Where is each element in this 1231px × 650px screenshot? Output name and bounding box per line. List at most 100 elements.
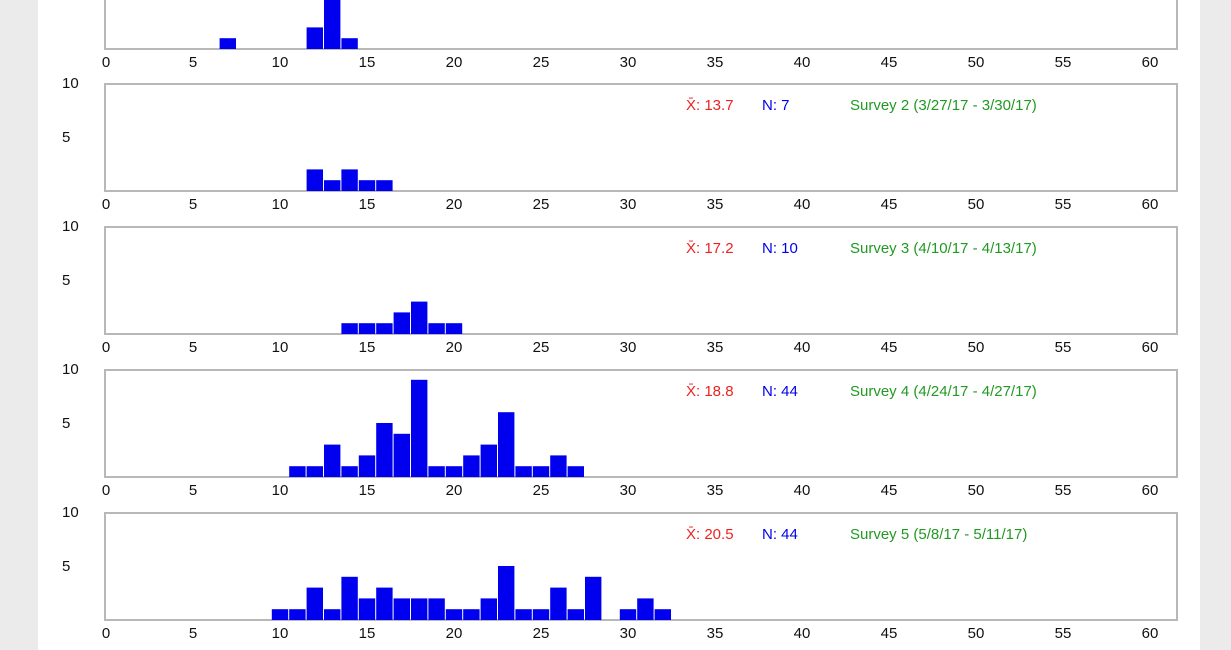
histogram-bar (306, 27, 323, 49)
x-tick-label: 10 (272, 339, 289, 356)
x-tick-label: 55 (1055, 196, 1072, 213)
histogram-bar (411, 379, 428, 477)
x-tick-label: 15 (359, 625, 376, 642)
x-tick-label: 50 (968, 339, 985, 356)
x-tick-label: 0 (102, 196, 110, 213)
mean-label: X̄: 13.7 (686, 97, 734, 114)
y-tick-label: 5 (62, 129, 70, 146)
histogram-bar (324, 609, 341, 620)
x-tick-label: 35 (707, 54, 724, 71)
histogram-bar (376, 587, 393, 620)
x-tick-label: 15 (359, 482, 376, 499)
x-tick-label: 30 (620, 54, 637, 71)
x-tick-label: 60 (1142, 196, 1159, 213)
histogram-bar (306, 169, 323, 191)
x-tick-label: 0 (102, 625, 110, 642)
x-tick-label: 25 (533, 196, 550, 213)
n-label: N: 10 (762, 240, 798, 257)
x-tick-label: 45 (881, 482, 898, 499)
x-tick-label: 35 (707, 196, 724, 213)
survey-label: Survey 4 (4/24/17 - 4/27/17) (850, 383, 1037, 400)
x-tick-label: 20 (446, 54, 463, 71)
x-tick-label: 40 (794, 54, 811, 71)
x-tick-label: 40 (794, 339, 811, 356)
panel-frame (104, 83, 1178, 192)
histogram-bar (358, 180, 376, 191)
histogram-bar (341, 38, 358, 49)
x-tick-label: 55 (1055, 54, 1072, 71)
x-tick-label: 30 (620, 625, 637, 642)
x-tick-label: 0 (102, 339, 110, 356)
x-tick-label: 45 (881, 54, 898, 71)
x-tick-label: 20 (446, 625, 463, 642)
x-tick-label: 0 (102, 482, 110, 499)
histogram-bar (585, 576, 602, 620)
histogram-bar (341, 323, 358, 334)
x-tick-label: 40 (794, 196, 811, 213)
x-tick-label: 35 (707, 625, 724, 642)
x-tick-label: 20 (446, 339, 463, 356)
n-label: N: 44 (762, 526, 798, 543)
x-tick-label: 20 (446, 196, 463, 213)
histogram-bar (376, 323, 393, 334)
histogram-bar (393, 312, 410, 334)
x-tick-label: 30 (620, 196, 637, 213)
histogram-bar (532, 466, 550, 477)
x-tick-label: 50 (968, 482, 985, 499)
histogram-bar (550, 587, 567, 620)
histogram-bar (324, 444, 341, 477)
mean-label: X̄: 17.2 (686, 240, 734, 257)
x-tick-label: 25 (533, 625, 550, 642)
histogram-bar (445, 609, 463, 620)
n-label: N: 44 (762, 383, 798, 400)
x-tick-label: 60 (1142, 625, 1159, 642)
histogram-bar (515, 609, 532, 620)
histogram-bar (324, 0, 341, 49)
histogram-bar (532, 609, 550, 620)
y-tick-label: 5 (62, 272, 70, 289)
x-tick-label: 55 (1055, 339, 1072, 356)
x-tick-label: 5 (189, 482, 197, 499)
y-tick-label: 10 (62, 504, 79, 521)
x-tick-label: 10 (272, 54, 289, 71)
x-tick-label: 45 (881, 196, 898, 213)
x-tick-label: 5 (189, 625, 197, 642)
histogram-bar (480, 598, 497, 620)
histogram-bar (219, 38, 236, 49)
x-tick-label: 45 (881, 625, 898, 642)
x-tick-label: 25 (533, 54, 550, 71)
panel-frame (104, 226, 1178, 335)
histogram-bar (445, 466, 463, 477)
histogram-page: 5051015202530354045505560105051015202530… (38, 0, 1200, 650)
x-tick-label: 30 (620, 482, 637, 499)
mean-label: X̄: 20.5 (686, 526, 734, 543)
x-tick-label: 50 (968, 625, 985, 642)
histogram-bar (567, 609, 584, 620)
histogram-bar (411, 598, 428, 620)
x-tick-label: 35 (707, 339, 724, 356)
histogram-bar (463, 609, 480, 620)
x-tick-label: 50 (968, 54, 985, 71)
x-tick-label: 60 (1142, 339, 1159, 356)
x-tick-label: 20 (446, 482, 463, 499)
histogram-bar (567, 466, 584, 477)
histogram-bar (376, 180, 393, 191)
histogram-bar (463, 455, 480, 477)
histogram-bar (480, 444, 497, 477)
x-tick-label: 5 (189, 54, 197, 71)
x-tick-label: 50 (968, 196, 985, 213)
histogram-bar (306, 466, 323, 477)
histogram-bar (306, 587, 323, 620)
histogram-bar (445, 323, 463, 334)
survey-label: Survey 2 (3/27/17 - 3/30/17) (850, 97, 1037, 114)
histogram-bar (515, 466, 532, 477)
x-tick-label: 40 (794, 482, 811, 499)
histogram-bar (393, 433, 410, 477)
histogram-bar (289, 609, 306, 620)
histogram-bar (289, 466, 306, 477)
histogram-bar (341, 466, 358, 477)
x-tick-label: 60 (1142, 482, 1159, 499)
